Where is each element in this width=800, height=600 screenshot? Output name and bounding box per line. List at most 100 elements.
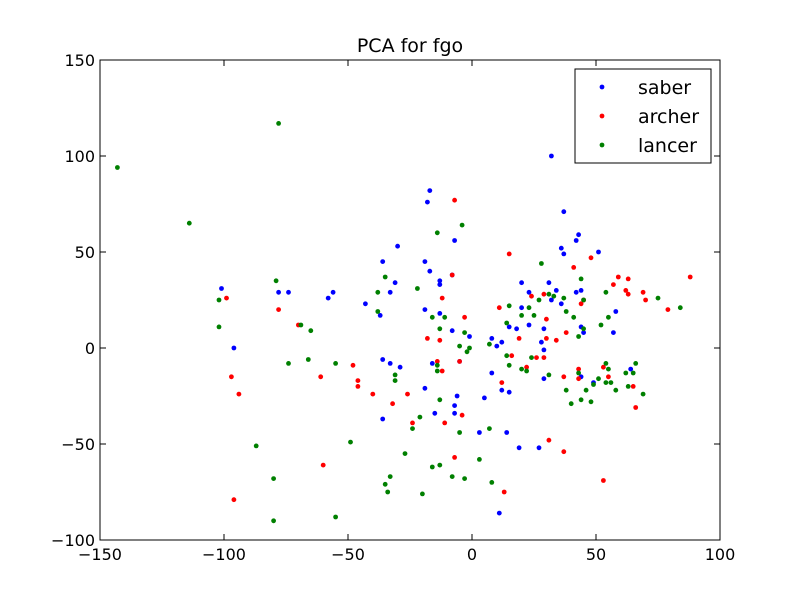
point-lancer-72 <box>437 397 443 403</box>
point-lancer-15 <box>429 314 435 320</box>
point-archer-7 <box>611 282 616 287</box>
point-saber-15 <box>219 286 224 291</box>
point-lancer-8 <box>375 289 381 295</box>
point-lancer-94 <box>578 397 584 403</box>
y-tick-label-3: 50 <box>75 243 95 262</box>
point-saber-31 <box>494 343 500 349</box>
point-archer-49 <box>355 378 361 383</box>
point-lancer-31 <box>578 276 584 282</box>
point-saber-3 <box>561 209 567 215</box>
point-saber-69 <box>432 410 438 416</box>
point-lancer-77 <box>253 443 259 449</box>
point-lancer-16 <box>442 314 448 320</box>
point-saber-17 <box>286 289 291 295</box>
point-saber-36 <box>514 326 519 332</box>
point-lancer-59 <box>591 382 596 387</box>
y-tick-label-1: −50 <box>61 435 95 454</box>
point-saber-51 <box>231 345 237 351</box>
point-lancer-58 <box>583 387 589 393</box>
point-saber-71 <box>477 430 482 435</box>
point-saber-16 <box>276 289 281 295</box>
point-saber-55 <box>422 385 428 391</box>
point-saber-12 <box>422 259 428 264</box>
point-saber-74 <box>536 445 542 451</box>
point-lancer-5 <box>539 261 544 266</box>
point-archer-54 <box>442 420 448 426</box>
point-lancer-69 <box>608 380 614 385</box>
point-saber-23 <box>387 289 393 295</box>
point-lancer-63 <box>606 366 611 372</box>
point-saber-50 <box>611 330 616 335</box>
point-saber-26 <box>422 307 428 312</box>
point-archer-13 <box>665 307 671 312</box>
point-saber-10 <box>596 249 601 255</box>
point-lancer-55 <box>546 372 552 378</box>
ticks-layer <box>99 59 721 541</box>
point-archer-17 <box>439 295 445 301</box>
point-saber-46 <box>578 288 584 293</box>
point-archer-53 <box>405 391 410 397</box>
point-saber-54 <box>397 364 403 370</box>
point-archer-55 <box>410 420 415 426</box>
point-lancer-17 <box>437 326 443 332</box>
legend-box <box>574 68 712 164</box>
point-archer-26 <box>516 336 522 341</box>
point-lancer-80 <box>429 464 435 470</box>
point-saber-76 <box>496 510 502 516</box>
point-lancer-36 <box>563 309 569 314</box>
point-lancer-67 <box>633 361 639 366</box>
point-lancer-45 <box>392 372 398 378</box>
point-saber-58 <box>489 370 495 376</box>
point-lancer-66 <box>630 370 636 376</box>
point-saber-68 <box>452 403 457 408</box>
point-saber-32 <box>499 339 505 345</box>
point-archer-24 <box>578 301 584 307</box>
point-lancer-49 <box>464 349 470 355</box>
point-archer-37 <box>541 355 547 360</box>
point-saber-25 <box>377 313 383 318</box>
point-saber-1 <box>427 188 433 194</box>
point-archer-15 <box>276 307 281 312</box>
point-lancer-86 <box>271 476 276 481</box>
point-saber-62 <box>541 376 547 382</box>
point-saber-70 <box>452 410 457 416</box>
legend-marker-lancer <box>599 142 605 148</box>
point-archer-64 <box>633 405 639 410</box>
point-archer-52 <box>390 401 395 407</box>
point-archer-61 <box>501 489 507 495</box>
point-archer-39 <box>576 366 581 372</box>
point-archer-38 <box>524 364 529 370</box>
point-lancer-9 <box>415 286 420 291</box>
point-lancer-38 <box>603 289 609 295</box>
point-lancer-88 <box>449 474 455 479</box>
point-archer-47 <box>318 374 324 380</box>
point-archer-31 <box>434 359 440 364</box>
point-archer-60 <box>320 462 326 468</box>
point-archer-11 <box>643 297 648 303</box>
x-tick-label-0: −150 <box>78 545 122 564</box>
point-lancer-79 <box>402 451 408 456</box>
point-saber-45 <box>573 289 579 295</box>
point-lancer-12 <box>308 328 314 334</box>
point-archer-41 <box>561 374 567 380</box>
point-lancer-37 <box>581 297 586 303</box>
y-tick-label-2: 0 <box>85 339 95 358</box>
point-lancer-46 <box>392 378 398 383</box>
point-lancer-25 <box>526 305 532 311</box>
point-saber-20 <box>392 280 398 286</box>
point-lancer-41 <box>576 334 581 339</box>
point-saber-67 <box>482 395 487 401</box>
point-lancer-73 <box>410 426 415 431</box>
point-saber-29 <box>467 334 472 339</box>
point-archer-20 <box>529 293 534 299</box>
point-saber-56 <box>429 361 435 366</box>
point-lancer-6 <box>382 274 388 280</box>
point-lancer-87 <box>420 491 425 497</box>
point-archer-35 <box>499 380 505 385</box>
point-lancer-71 <box>568 401 574 407</box>
point-archer-4 <box>588 255 594 261</box>
series-saber <box>219 153 634 516</box>
point-archer-62 <box>601 478 606 483</box>
point-saber-75 <box>380 416 386 422</box>
point-lancer-20 <box>457 343 462 349</box>
